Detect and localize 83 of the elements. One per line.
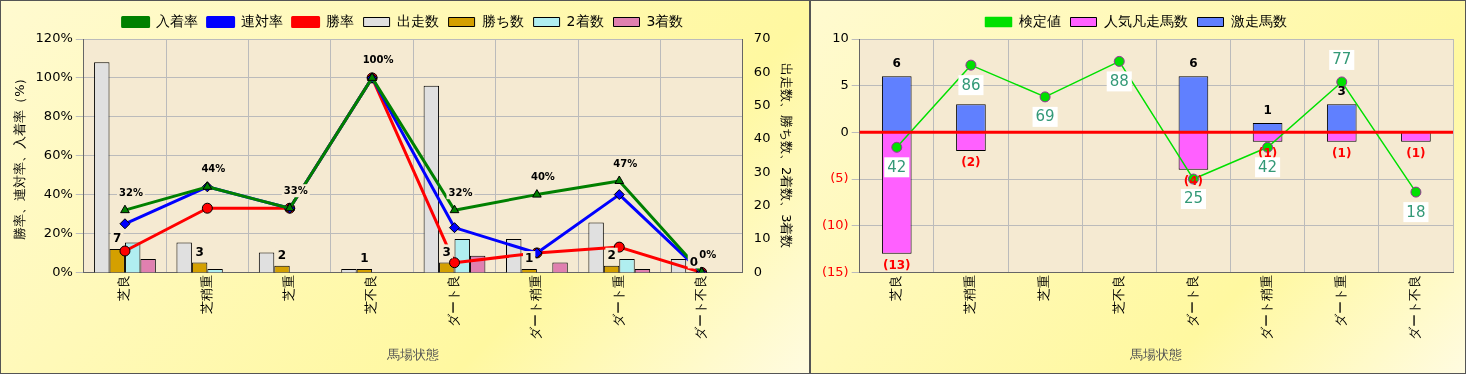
- data-label: 69: [1035, 107, 1055, 126]
- data-label: 42: [887, 157, 907, 176]
- data-label: (2): [961, 155, 981, 170]
- data-label: 33%: [283, 184, 308, 196]
- x-tick-label: 芝良: [888, 275, 904, 302]
- data-label: 6: [1189, 56, 1198, 71]
- x-tick-label: ダート稍重: [1258, 275, 1274, 341]
- x-tick-label: 芝良: [116, 275, 132, 302]
- x-tick-label: 芝重: [281, 275, 297, 302]
- y-tick-label: 60%: [43, 147, 73, 163]
- legend-label: 2着数: [566, 12, 604, 29]
- data-label: 77: [1332, 50, 1352, 69]
- x-tick-label: ダート重: [610, 275, 626, 328]
- legend-label: 激走馬数: [1230, 12, 1287, 29]
- x-tick-label: 芝不良: [363, 275, 379, 315]
- data-label: (1): [1406, 145, 1426, 160]
- data-label: (13): [882, 257, 911, 272]
- data-label: 6: [892, 56, 901, 71]
- data-label: 3: [442, 244, 451, 259]
- y2-tick-label: 10: [753, 230, 771, 246]
- data-label: 25: [1183, 189, 1203, 208]
- y2-tick-label: 20: [753, 197, 771, 213]
- y2-tick-label: 60: [753, 63, 771, 79]
- data-label: 7: [113, 231, 122, 246]
- y-tick-label: 0: [840, 123, 849, 139]
- data-label: 88: [1109, 71, 1129, 90]
- data-label: 40%: [530, 171, 555, 183]
- legend-label: 検定値: [1018, 12, 1061, 29]
- x-tick-label: ダート不良: [693, 275, 709, 341]
- y-tick-label: 5: [840, 77, 849, 93]
- data-label: 42: [1258, 157, 1278, 176]
- x-tick-label: ダート稍重: [528, 275, 544, 341]
- data-label: 3: [195, 244, 204, 259]
- data-label: 0: [689, 254, 699, 269]
- y2-tick-label: 0: [753, 263, 763, 279]
- y-tick-label: 20%: [43, 224, 73, 240]
- y-tick-label: (15): [822, 263, 849, 279]
- y2-tick-label: 50: [753, 97, 771, 113]
- data-label: 3: [1337, 84, 1346, 99]
- data-label: 32%: [448, 186, 473, 198]
- y-tick-label: 40%: [43, 185, 73, 201]
- legend-label: 入着率: [155, 12, 198, 29]
- y2-axis-title: 出走数、勝ち数、2着数、3着数: [778, 62, 794, 249]
- x-tick-label: ダート重: [1333, 275, 1349, 328]
- y-tick-label: (10): [822, 217, 849, 233]
- y-tick-label: 120%: [35, 30, 73, 46]
- legend-label: 出走数: [396, 12, 439, 29]
- data-label: 18: [1406, 202, 1426, 221]
- y-tick-label: (5): [830, 170, 849, 186]
- x-tick-label: ダート良: [445, 275, 461, 328]
- y-axis-title: 勝率、連対率、入着率（%）: [12, 71, 28, 240]
- y-tick-label: 0%: [52, 263, 73, 279]
- x-axis-title: 馬場状態: [1129, 346, 1183, 362]
- legend-label: 勝率: [325, 12, 354, 29]
- legend-label: 3着数: [646, 12, 684, 29]
- data-label: 1: [360, 251, 369, 266]
- x-tick-label: 芝不良: [1110, 275, 1126, 315]
- y2-tick-label: 40: [753, 130, 771, 146]
- x-tick-label: 芝稍重: [962, 275, 978, 315]
- legend-label: 人気凡走馬数: [1103, 12, 1188, 29]
- x-axis-title: 馬場状態: [386, 346, 440, 362]
- data-label: (1): [1332, 145, 1352, 160]
- data-label: 2: [277, 247, 287, 262]
- data-label: 2: [607, 247, 616, 262]
- x-tick-label: ダート良: [1184, 275, 1200, 328]
- data-label: 86: [961, 75, 981, 94]
- data-label: 100%: [362, 54, 394, 66]
- data-label: 1: [524, 251, 534, 266]
- y-tick-label: 100%: [35, 69, 73, 85]
- y2-tick-label: 70: [753, 30, 771, 46]
- legend-label: 連対率: [240, 12, 283, 29]
- data-label: 44%: [201, 163, 226, 175]
- data-label: 47%: [613, 157, 638, 169]
- y-tick-label: 10: [832, 30, 849, 46]
- data-label: 1: [1263, 103, 1272, 118]
- data-label: 0%: [699, 248, 717, 260]
- x-tick-label: 芝稍重: [198, 275, 214, 315]
- legend-label: 勝ち数: [481, 12, 524, 29]
- data-label: 32%: [118, 186, 143, 198]
- x-tick-label: 芝重: [1036, 275, 1052, 302]
- y2-tick-label: 30: [753, 163, 771, 179]
- x-tick-label: ダート不良: [1407, 275, 1423, 341]
- y-tick-label: 80%: [43, 108, 73, 124]
